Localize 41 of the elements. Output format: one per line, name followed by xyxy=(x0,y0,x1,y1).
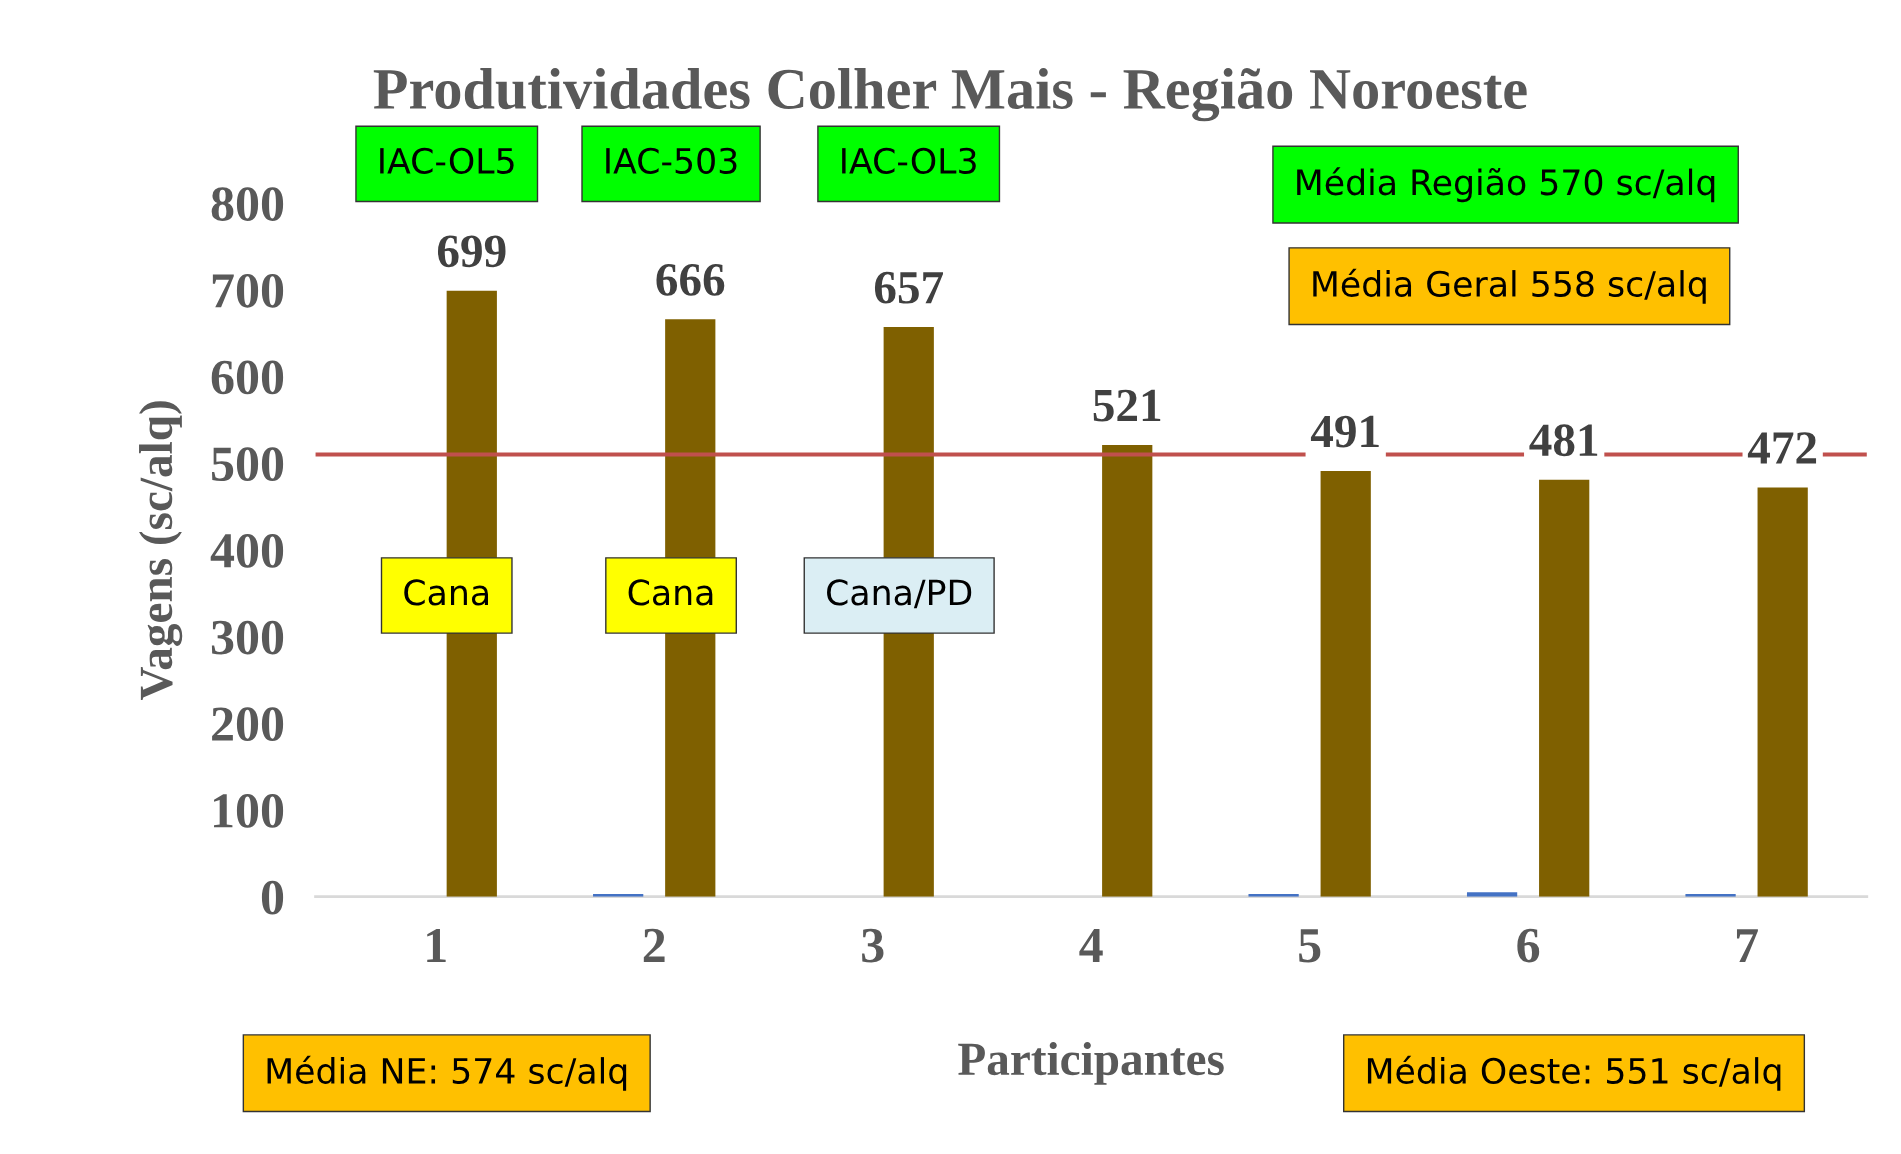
chart-title: Produtividades Colher Mais - Região Noroeste xyxy=(373,67,1527,122)
text: Média Região 570 sc/alq xyxy=(1297,167,1715,203)
y-axis-title: Vagens (sc/alq) xyxy=(139,401,183,701)
y-tick-label: 200 xyxy=(212,707,284,742)
x-tick-label: 1 xyxy=(427,928,446,962)
x-tick-label: 5 xyxy=(1299,929,1321,963)
y-tick-label: 300 xyxy=(211,620,284,655)
bar xyxy=(1320,470,1371,897)
x-tick-label: 3 xyxy=(862,928,884,963)
y-tick-label: 600 xyxy=(211,360,284,395)
annotation: Média Geral 558 sc/alq xyxy=(1313,268,1706,304)
bar xyxy=(1102,444,1153,897)
data-label: 472 xyxy=(1747,432,1817,464)
x-tick-label: 6 xyxy=(1517,928,1540,963)
y-tick-label: 100 xyxy=(214,794,284,828)
data-label: 481 xyxy=(1529,424,1598,457)
text: Média NE: 574 sc/alq xyxy=(267,1055,627,1091)
data-label: 666 xyxy=(656,264,725,296)
x-tick-label: 7 xyxy=(1736,929,1758,962)
text: IAC-OL5 xyxy=(380,147,514,174)
data-label: 521 xyxy=(1093,389,1161,422)
text: IAC-503 xyxy=(606,147,737,174)
data-label: 657 xyxy=(874,271,944,304)
y-tick-label: 0 xyxy=(261,880,284,915)
data-label: 699 xyxy=(437,235,506,268)
y-tick-label: 800 xyxy=(211,187,284,221)
annotation: Cana xyxy=(628,579,713,606)
annotation: Cana/PD xyxy=(827,579,972,609)
x-tick-label: 4 xyxy=(1079,928,1103,962)
data-label: 491 xyxy=(1310,415,1379,448)
y-tick-label: 400 xyxy=(210,533,284,568)
bar xyxy=(1539,479,1590,897)
x-tick-label: 2 xyxy=(643,928,665,962)
text: IAC-OL3 xyxy=(842,147,976,174)
bar xyxy=(1757,487,1808,897)
y-tick-label: 700 xyxy=(212,273,284,308)
x-axis-title: Participantes xyxy=(958,1042,1224,1085)
annotation: Cana xyxy=(404,579,488,606)
text: Média Oeste: 551 sc/alq xyxy=(1367,1055,1781,1091)
y-tick-label: 500 xyxy=(212,447,284,482)
bar xyxy=(1466,892,1518,897)
